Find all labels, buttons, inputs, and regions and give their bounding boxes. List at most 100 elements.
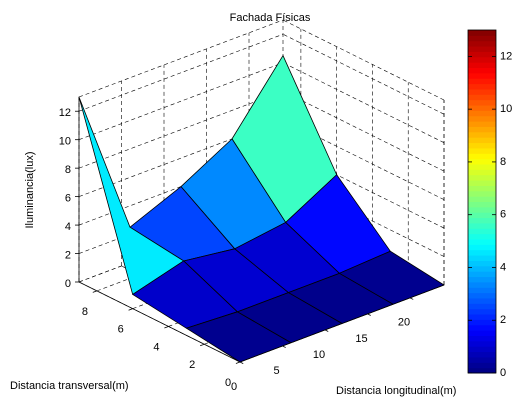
y-tick	[235, 361, 241, 364]
colorbar-cell	[468, 110, 496, 117]
colorbar-cell	[468, 319, 496, 326]
grid-line	[282, 62, 445, 143]
colorbar-frame	[467, 29, 497, 374]
surface-face	[185, 311, 292, 363]
colorbar-cell	[468, 367, 496, 374]
colorbar-cell	[468, 265, 496, 272]
z-tick-label: 6	[65, 193, 71, 205]
x-tick-label: 0	[231, 381, 237, 393]
colorbar-cell	[468, 40, 496, 47]
y-tick-label: 8	[82, 306, 88, 318]
chart-title: Fachada Físicas	[230, 12, 311, 24]
colorbar-cell	[468, 233, 496, 240]
y-tick-label: 2	[189, 359, 195, 371]
colorbar-cell	[468, 297, 496, 304]
colorbar-cell	[468, 255, 496, 261]
box-edge	[282, 19, 445, 101]
colorbar-cell	[468, 35, 496, 42]
colorbar-cell	[468, 330, 496, 336]
colorbar-cell	[468, 201, 496, 208]
y-tick	[164, 326, 169, 329]
colorbar-cell	[468, 292, 496, 299]
y-tick	[128, 308, 133, 311]
x-tick-label: 5	[273, 365, 279, 377]
grid-line	[78, 90, 284, 169]
colorbar-cell	[468, 67, 496, 74]
colorbar-cell	[468, 180, 496, 186]
colorbar-cell	[468, 158, 496, 165]
surface-face	[78, 96, 185, 295]
colorbar-cell	[468, 62, 496, 69]
x-tick-label: 10	[313, 349, 325, 361]
colorbar-cell	[468, 271, 496, 278]
grid-line	[78, 33, 284, 112]
z-tick-label: 0	[65, 278, 71, 290]
x-tick-label: 20	[398, 317, 410, 329]
box-edge	[78, 19, 284, 98]
colorbar-cell	[468, 351, 496, 358]
x-tick	[239, 361, 244, 364]
colorbar-cell	[468, 99, 496, 106]
colorbar-cell	[468, 88, 496, 95]
colorbar-cell	[468, 72, 496, 79]
colorbar-cell	[468, 153, 496, 160]
colorbar-cell	[468, 212, 496, 219]
colorbar-cell	[468, 169, 496, 176]
colorbar-tick-label: 2	[500, 314, 506, 326]
grid-line	[282, 33, 445, 115]
colorbar-cell	[468, 30, 496, 36]
colorbar-cell	[468, 362, 496, 369]
y-tick	[92, 290, 98, 293]
y-tick	[200, 343, 205, 347]
grid-line	[78, 204, 284, 283]
colorbar-cell	[468, 46, 496, 52]
colorbar-cell	[468, 147, 496, 154]
z-tick-label: 10	[59, 136, 71, 148]
x-tick	[282, 345, 286, 348]
x-tick	[367, 313, 371, 316]
colorbar-cell	[468, 142, 496, 149]
y-tick-label: 4	[153, 341, 159, 353]
z-tick-label: 8	[65, 164, 71, 176]
colorbar-cell	[468, 185, 496, 192]
grid-line	[282, 90, 445, 172]
grid-line	[78, 176, 284, 254]
colorbar-tick-label: 8	[500, 156, 506, 168]
colorbar-cell	[468, 137, 496, 144]
y-axis	[78, 281, 241, 363]
x-tick-label: 15	[355, 333, 367, 345]
colorbar-cell	[468, 105, 496, 111]
colorbar-cell	[468, 314, 496, 320]
colorbar-tick-label: 4	[500, 261, 506, 273]
y-tick-label: 0	[225, 377, 231, 389]
colorbar-cell	[468, 260, 496, 267]
colorbar-cell	[468, 163, 496, 170]
y-axis-label: Distancia transversal(m)	[10, 380, 129, 392]
grid-line	[78, 62, 284, 140]
colorbar-cell	[468, 249, 496, 256]
colorbar-tick-label: 6	[500, 209, 506, 221]
colorbar-cell	[468, 356, 496, 363]
colorbar-cell	[468, 115, 496, 122]
colorbar-cell	[468, 276, 496, 283]
colorbar-cell	[468, 308, 496, 315]
colorbar-cell	[468, 217, 496, 224]
colorbar-cell	[468, 206, 496, 213]
colorbar-tick-label: 10	[500, 103, 512, 115]
colorbar-cell	[468, 190, 496, 197]
colorbar-cell	[468, 83, 496, 90]
colorbar-cell	[468, 78, 496, 85]
colorbar-tick-label: 12	[500, 50, 512, 62]
colorbar-cell	[468, 335, 496, 342]
colorbar-cell	[468, 324, 496, 331]
z-tick-label: 2	[65, 249, 71, 261]
colorbar-cell	[468, 346, 496, 353]
colorbar-cell	[468, 131, 496, 138]
colorbar-cell	[468, 196, 496, 202]
z-tick-label: 12	[59, 107, 71, 119]
colorbar-cell	[468, 228, 496, 235]
colorbar-tick-label: 0	[500, 367, 506, 379]
colorbar-cell	[468, 121, 496, 127]
colorbar-cell	[468, 51, 496, 58]
